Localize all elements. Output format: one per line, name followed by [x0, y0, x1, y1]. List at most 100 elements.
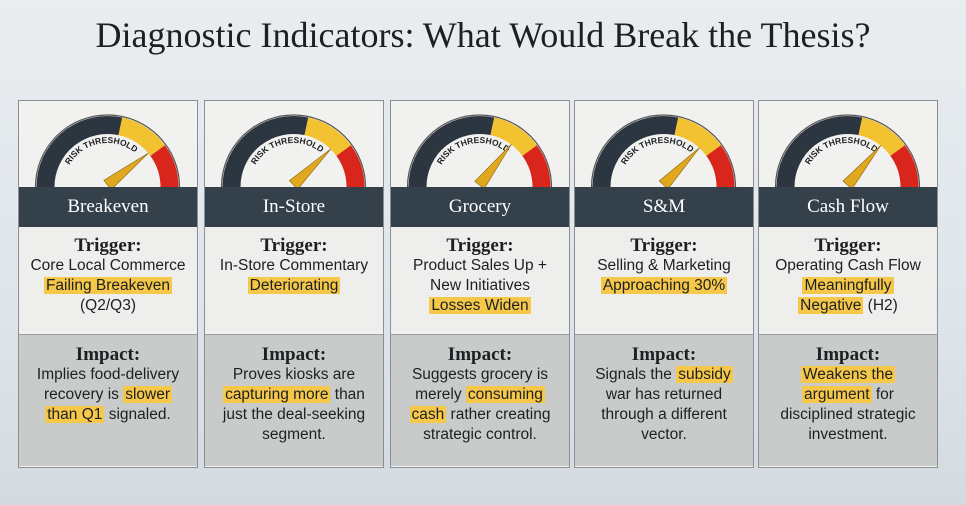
text: (H2): [863, 297, 898, 314]
trigger-line: Losses Widen: [391, 296, 569, 316]
gauge: RISK THRESHOLD: [774, 114, 921, 187]
gauge-arc: [706, 145, 735, 187]
card-label: In-Store: [205, 187, 383, 227]
needle: [103, 152, 149, 187]
impact-line: merely consuming: [391, 385, 569, 405]
text: Signals the: [595, 366, 677, 383]
card: RISK THRESHOLD Cash Flow Trigger: Operating…: [758, 100, 938, 468]
trigger-line: Deteriorating: [205, 276, 383, 296]
impact-line: disciplined strategic: [759, 405, 937, 425]
text: strategic control.: [423, 426, 537, 443]
trigger-line: Approaching 30%: [575, 276, 753, 296]
trigger-section: Trigger: Selling & Marketing Approaching 3…: [575, 227, 753, 331]
gauge-arc: [222, 116, 309, 187]
highlight-text: subsidy: [676, 366, 733, 383]
needle: [658, 147, 700, 187]
impact-line: argument for: [759, 385, 937, 405]
trigger-heading: Trigger:: [814, 235, 882, 256]
gauge-arc: [408, 116, 495, 187]
trigger-line: Failing Breakeven: [19, 276, 197, 296]
text: vector.: [641, 426, 687, 443]
highlight-text: Negative: [798, 297, 864, 314]
highlight-text: Weakens the: [800, 366, 896, 383]
text: Proves kiosks are: [232, 366, 356, 383]
card: RISK THRESHOLD Breakeven Trigger: Core Loca…: [18, 100, 198, 468]
trigger-heading: Trigger:: [260, 235, 328, 256]
text: signaled.: [104, 406, 171, 423]
impact-section: Impact: Implies food-delivery recovery is …: [19, 334, 197, 466]
trigger-section: Trigger: Product Sales Up + New Initiative…: [391, 227, 569, 331]
impact-section: Impact: Weakens the argument for discipline…: [759, 334, 937, 466]
text: for: [871, 386, 894, 403]
trigger-line: Selling & Marketing: [575, 256, 753, 276]
highlight-text: Deteriorating: [247, 277, 341, 294]
text: disciplined strategic: [780, 406, 916, 423]
trigger-line: (Q2/Q3): [19, 296, 197, 316]
text: through a different: [601, 406, 727, 423]
text: war has returned: [605, 386, 723, 403]
highlight-text: than Q1: [45, 406, 105, 423]
trigger-line: Operating Cash Flow: [759, 256, 937, 276]
impact-section: Impact: Suggests grocery is merely consumi…: [391, 334, 569, 466]
gauge-arc: [150, 145, 179, 187]
highlight-text: argument: [802, 386, 872, 403]
gauge-rim: [590, 114, 737, 187]
impact-line: capturing more than: [205, 385, 383, 405]
gauge-rim: [774, 114, 921, 187]
gauge-arc: [522, 145, 551, 187]
gauge-arc: [118, 117, 165, 157]
gauge-arc: [776, 116, 863, 187]
impact-heading: Impact:: [815, 344, 881, 365]
card-label: S&M: [575, 187, 753, 227]
impact-line: strategic control.: [391, 425, 569, 445]
impact-line: Proves kiosks are: [205, 365, 383, 385]
highlight-text: capturing more: [223, 386, 331, 403]
gauge-rim: [220, 114, 367, 187]
highlight-text: cash: [409, 406, 447, 423]
text: Implies food-delivery: [36, 366, 180, 383]
text: Suggests grocery is: [411, 366, 549, 383]
impact-line: vector.: [575, 425, 753, 445]
impact-line: through a different: [575, 405, 753, 425]
text: just the deal-seeking: [222, 406, 366, 423]
gauge-arc: [36, 116, 123, 187]
trigger-section: Trigger: Operating Cash Flow Meaningfully N…: [759, 227, 937, 331]
trigger-section: Trigger: Core Local Commerce Failing Break…: [19, 227, 197, 331]
highlight-text: Approaching 30%: [600, 277, 728, 294]
card: RISK THRESHOLD In-Store Trigger: In-Store C…: [204, 100, 384, 468]
gauge-arc: [592, 116, 679, 187]
trigger-section: Trigger: In-Store Commentary Deteriorating: [205, 227, 383, 331]
impact-section: Impact: Signals the subsidy war has return…: [575, 334, 753, 466]
gauge: RISK THRESHOLD: [406, 114, 553, 187]
text: segment.: [262, 426, 326, 443]
card-label: Grocery: [391, 187, 569, 227]
gauge: RISK THRESHOLD: [220, 114, 367, 187]
card: RISK THRESHOLD S&M Trigger: Selling & Marke…: [574, 100, 754, 468]
impact-line: segment.: [205, 425, 383, 445]
gauge-rim: [34, 114, 181, 187]
gauge-arc: [890, 145, 919, 187]
gauge-rim: [406, 114, 553, 187]
text: (Q2/Q3): [80, 297, 136, 314]
needle: [288, 148, 332, 187]
impact-section: Impact: Proves kiosks are capturing more t…: [205, 334, 383, 466]
trigger-line: New Initiatives: [391, 276, 569, 296]
text: New Initiatives: [430, 277, 530, 294]
impact-heading: Impact:: [631, 344, 697, 365]
highlight-text: Losses Widen: [429, 297, 531, 314]
highlight-text: slower: [123, 386, 173, 403]
text: investment.: [808, 426, 888, 443]
gauge-arc: [490, 117, 537, 157]
highlight-text: Meaningfully: [802, 277, 894, 294]
text: Selling & Marketing: [597, 257, 731, 274]
impact-heading: Impact:: [75, 344, 141, 365]
impact-line: Suggests grocery is: [391, 365, 569, 385]
text: rather creating: [446, 406, 551, 423]
impact-line: cash rather creating: [391, 405, 569, 425]
text: than: [330, 386, 365, 403]
impact-heading: Impact:: [447, 344, 513, 365]
card-label: Cash Flow: [759, 187, 937, 227]
trigger-line: Product Sales Up +: [391, 256, 569, 276]
gauge-arc: [304, 117, 351, 157]
